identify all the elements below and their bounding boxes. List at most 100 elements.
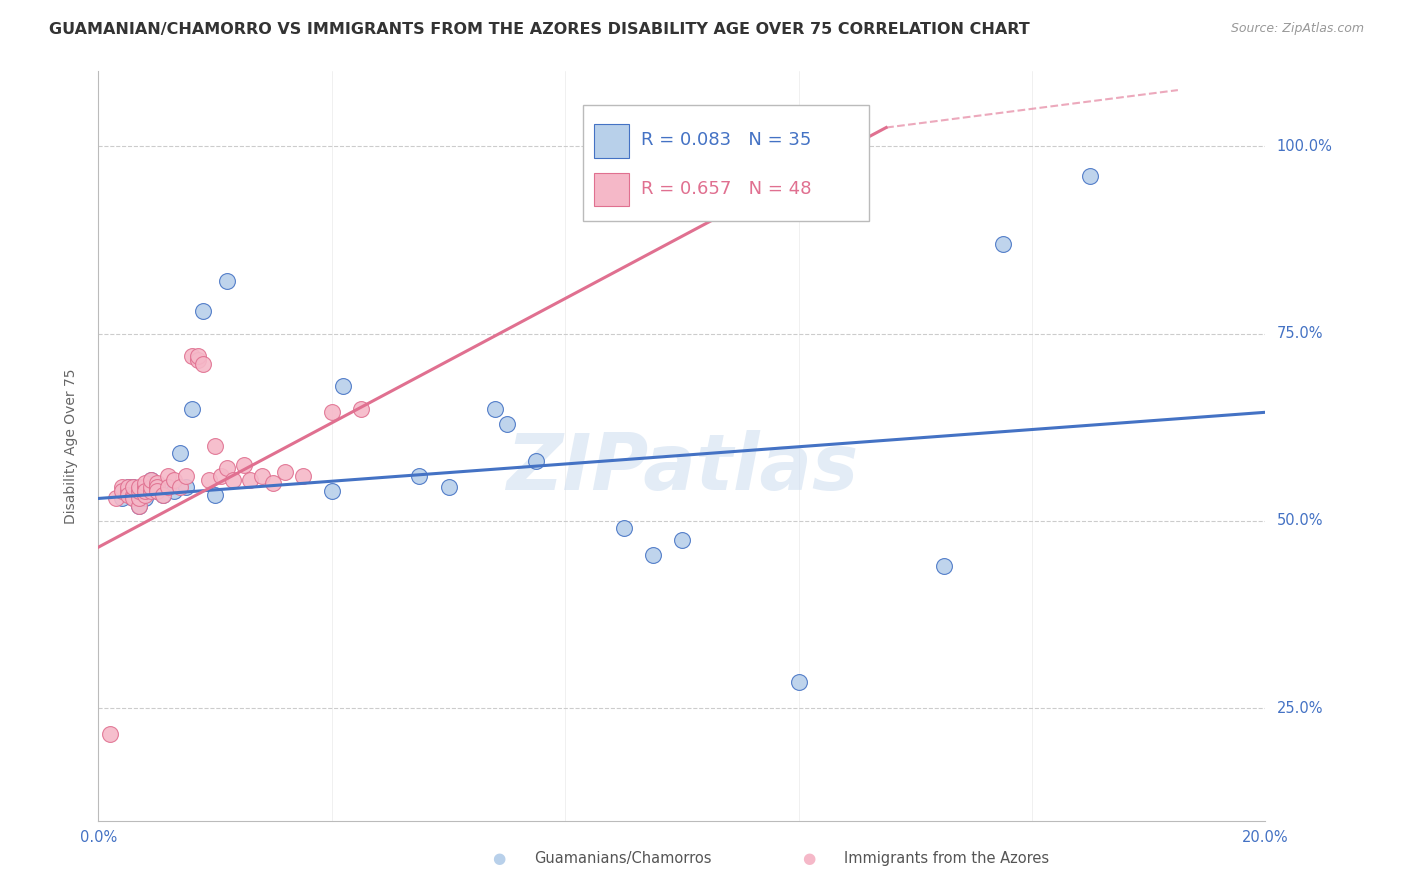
Point <box>122 480 145 494</box>
Point <box>204 439 226 453</box>
Text: ●: ● <box>801 851 815 865</box>
Point <box>146 480 169 494</box>
Point <box>233 458 256 472</box>
Point <box>134 483 156 498</box>
Point <box>671 533 693 547</box>
Point <box>128 499 150 513</box>
Point <box>157 480 180 494</box>
Point <box>139 473 162 487</box>
Point <box>157 469 180 483</box>
Point <box>612 521 634 535</box>
Point <box>174 480 197 494</box>
Point <box>111 480 134 494</box>
Point <box>134 480 156 494</box>
Point <box>139 473 162 487</box>
Point <box>274 465 297 479</box>
Text: Guamanians/Chamorros: Guamanians/Chamorros <box>534 851 711 865</box>
Point <box>321 483 343 498</box>
Point <box>117 480 139 494</box>
Point <box>146 476 169 491</box>
FancyBboxPatch shape <box>595 124 630 158</box>
Point <box>152 488 174 502</box>
Point <box>163 483 186 498</box>
Point <box>104 491 127 506</box>
Point <box>204 488 226 502</box>
Point <box>174 469 197 483</box>
Point <box>122 480 145 494</box>
Point <box>139 480 162 494</box>
Point <box>787 675 810 690</box>
Point <box>139 480 162 494</box>
Point <box>134 491 156 506</box>
Point <box>408 469 430 483</box>
Text: 25.0%: 25.0% <box>1277 701 1323 715</box>
Text: Source: ZipAtlas.com: Source: ZipAtlas.com <box>1230 22 1364 36</box>
Point <box>163 473 186 487</box>
Text: R = 0.657   N = 48: R = 0.657 N = 48 <box>641 180 811 198</box>
Point <box>262 476 284 491</box>
Point <box>122 491 145 506</box>
Point <box>484 401 506 416</box>
Point <box>134 488 156 502</box>
Point <box>291 469 314 483</box>
Point <box>169 446 191 460</box>
Point <box>239 473 262 487</box>
Point <box>934 558 956 573</box>
Point <box>215 274 238 288</box>
Point <box>187 349 209 363</box>
Point <box>128 491 150 506</box>
Point <box>209 469 232 483</box>
Point <box>169 480 191 494</box>
FancyBboxPatch shape <box>595 172 630 206</box>
Point <box>215 461 238 475</box>
Text: GUAMANIAN/CHAMORRO VS IMMIGRANTS FROM THE AZORES DISABILITY AGE OVER 75 CORRELAT: GUAMANIAN/CHAMORRO VS IMMIGRANTS FROM TH… <box>49 22 1031 37</box>
Text: 75.0%: 75.0% <box>1277 326 1323 341</box>
Text: 100.0%: 100.0% <box>1277 139 1333 153</box>
Y-axis label: Disability Age Over 75: Disability Age Over 75 <box>63 368 77 524</box>
Point <box>641 548 664 562</box>
Point <box>198 473 221 487</box>
Point <box>122 491 145 506</box>
Point <box>221 473 243 487</box>
Point <box>128 480 150 494</box>
Text: ●: ● <box>492 851 506 865</box>
Text: R = 0.083   N = 35: R = 0.083 N = 35 <box>641 131 811 149</box>
Point <box>117 480 139 494</box>
Text: 50.0%: 50.0% <box>1277 514 1323 528</box>
Point <box>128 499 150 513</box>
Point <box>332 379 354 393</box>
Text: ZIPatlas: ZIPatlas <box>506 431 858 507</box>
Point <box>250 469 273 483</box>
Point <box>128 488 150 502</box>
Text: Immigrants from the Azores: Immigrants from the Azores <box>844 851 1049 865</box>
Point <box>321 405 343 419</box>
Point <box>146 480 169 494</box>
Point <box>1080 169 1102 184</box>
Point <box>128 483 150 498</box>
Point <box>496 417 519 431</box>
Point <box>180 401 202 416</box>
Point <box>146 483 169 498</box>
Point <box>187 352 209 367</box>
Point <box>134 476 156 491</box>
Point <box>157 480 180 494</box>
Point <box>117 488 139 502</box>
Point <box>146 483 169 498</box>
FancyBboxPatch shape <box>582 105 869 221</box>
Point <box>111 491 134 506</box>
Point <box>146 480 169 494</box>
Point <box>437 480 460 494</box>
Point <box>98 727 121 741</box>
Point <box>152 488 174 502</box>
Point <box>139 483 162 498</box>
Point <box>350 401 373 416</box>
Point <box>193 357 215 371</box>
Point <box>117 483 139 498</box>
Point <box>193 304 215 318</box>
Point <box>134 483 156 498</box>
Point <box>524 454 547 468</box>
Point <box>111 483 134 498</box>
Point <box>122 488 145 502</box>
Point <box>991 236 1014 251</box>
Point <box>180 349 202 363</box>
